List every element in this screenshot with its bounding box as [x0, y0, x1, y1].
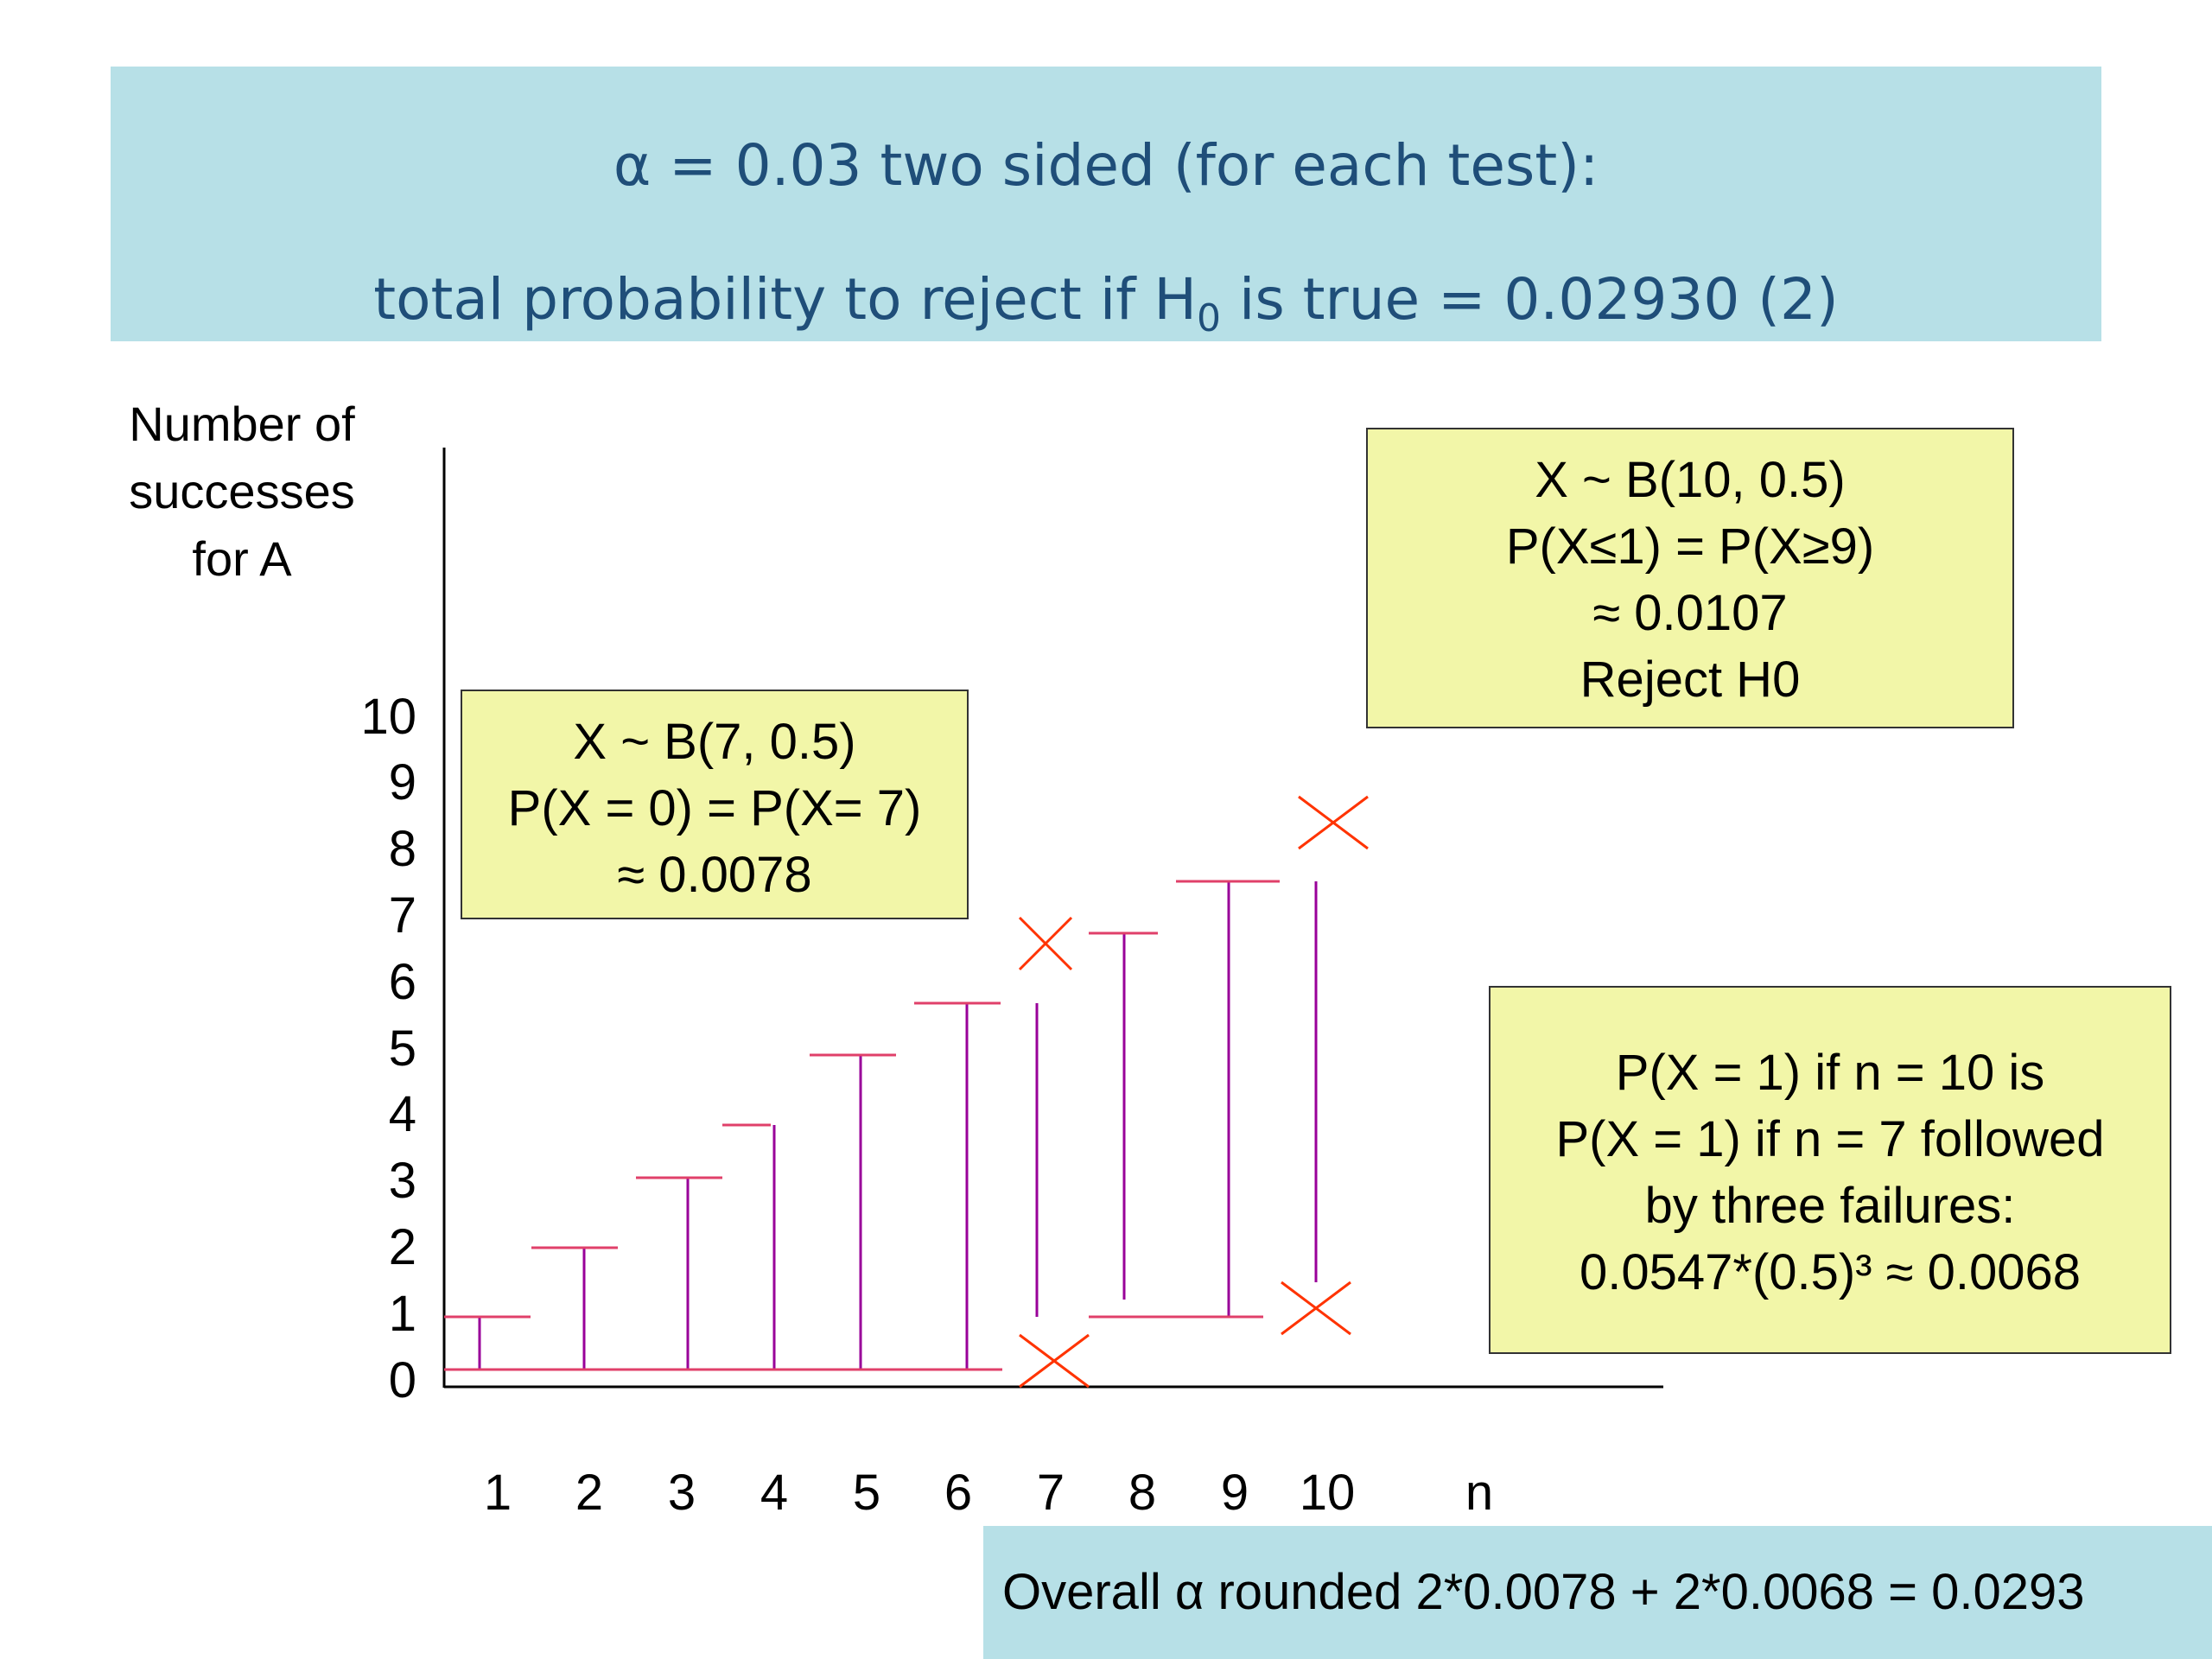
box-line: P(X = 0) = P(X= 7)	[462, 775, 967, 842]
box-line: by three failures:	[1491, 1173, 2170, 1239]
footer-banner: Overall α rounded 2*0.0078 + 2*0.0068 = …	[983, 1526, 2212, 1659]
reject-mark-n7-bottom	[1020, 1335, 1089, 1387]
reject-mark-n7-top	[1020, 918, 1071, 969]
box-line: 0.0547*(0.5)³ ≈ 0.0068	[1491, 1239, 2170, 1306]
box-line: Reject H0	[1368, 646, 2012, 713]
footer-text: Overall α rounded 2*0.0078 + 2*0.0068 = …	[1002, 1563, 2085, 1621]
box-line: X ~ B(7, 0.5)	[462, 709, 967, 775]
box-line: P(X = 1) if n = 7 followed	[1491, 1106, 2170, 1173]
box-line: P(X = 1) if n = 10 is	[1491, 1039, 2170, 1106]
box-line: X ~ B(10, 0.5)	[1368, 447, 2012, 513]
box-conditional: P(X = 1) if n = 10 is P(X = 1) if n = 7 …	[1489, 986, 2171, 1354]
reject-mark-n10-top	[1299, 797, 1368, 849]
box-line: ≈ 0.0078	[462, 842, 967, 908]
box-line: P(X≤1) = P(X≥9)	[1368, 513, 2012, 580]
box-binomial-n7: X ~ B(7, 0.5) P(X = 0) = P(X= 7) ≈ 0.007…	[461, 690, 969, 919]
box-binomial-n10: X ~ B(10, 0.5) P(X≤1) = P(X≥9) ≈ 0.0107 …	[1366, 428, 2014, 728]
reject-mark-n10-bottom	[1281, 1282, 1351, 1334]
box-line: ≈ 0.0107	[1368, 580, 2012, 646]
